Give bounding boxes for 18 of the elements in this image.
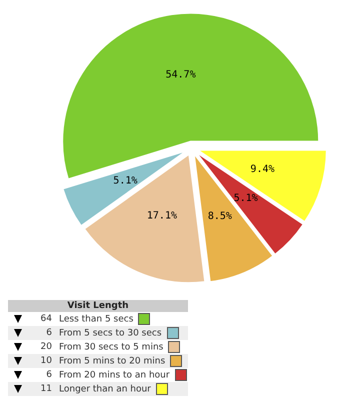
data-label: 9.4% bbox=[250, 164, 275, 176]
text: 64 bbox=[40, 314, 52, 324]
legend-label: From 5 mins to 20 mins bbox=[59, 356, 166, 366]
legend-label: From 30 secs to 5 mins bbox=[59, 342, 164, 352]
legend-label: Less than 5 secs bbox=[59, 314, 134, 324]
data-label: 5.1% bbox=[113, 175, 138, 186]
legend-label: From 5 secs to 30 secs bbox=[59, 328, 162, 338]
data-label: 5.1% bbox=[234, 193, 258, 204]
data-label: 17.1% bbox=[146, 210, 177, 222]
text: 6 bbox=[46, 328, 52, 338]
text: 11 bbox=[40, 384, 52, 394]
legend-label: From 20 mins to an hour bbox=[59, 370, 170, 380]
legend-label: Longer than an hour bbox=[59, 384, 151, 394]
data-label: 54.7% bbox=[166, 69, 196, 80]
text: 20 bbox=[40, 342, 52, 352]
text: 6 bbox=[46, 370, 52, 380]
text: 10 bbox=[40, 356, 52, 366]
data-label: 8.5% bbox=[208, 211, 232, 222]
